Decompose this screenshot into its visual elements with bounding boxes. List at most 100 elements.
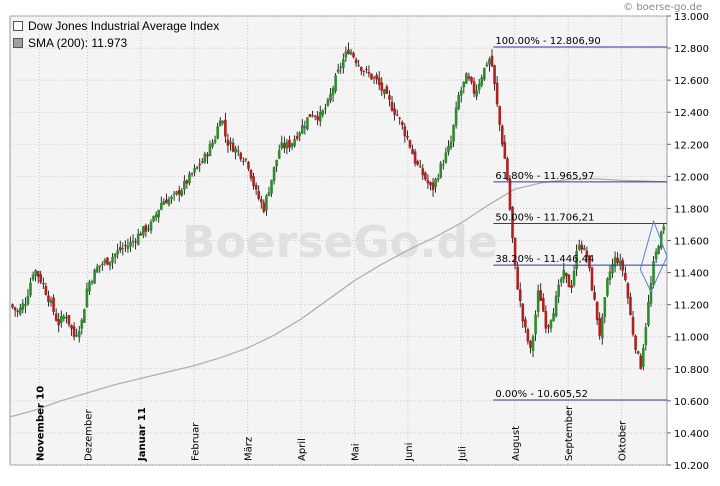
- candle-body: [106, 257, 109, 265]
- candle-body: [500, 125, 504, 145]
- triangle-pattern: [639, 219, 668, 294]
- candle-body: [580, 244, 584, 250]
- candle-body: [36, 271, 40, 277]
- candle-body: [377, 77, 381, 85]
- candle-body: [26, 295, 30, 305]
- candle-body: [139, 233, 143, 236]
- candle-body: [21, 303, 25, 310]
- candle-body: [265, 195, 268, 211]
- candle-body: [531, 336, 535, 351]
- candle-body: [124, 245, 127, 247]
- candle-body: [547, 325, 550, 327]
- candle-body: [159, 202, 163, 210]
- candle-body: [157, 209, 161, 218]
- candle-body: [42, 283, 45, 285]
- candle-body: [13, 307, 17, 311]
- candle-body: [65, 317, 68, 319]
- candle-body: [598, 318, 601, 336]
- candle-body: [424, 172, 427, 180]
- candle-body: [57, 319, 61, 326]
- y-tick-label: 12.400: [674, 108, 709, 119]
- candle-body: [326, 99, 330, 106]
- candle-body: [652, 261, 655, 285]
- candle-body: [444, 152, 448, 163]
- candle-body: [395, 114, 399, 116]
- candle-body: [85, 288, 89, 307]
- candle-body: [126, 245, 130, 249]
- y-tick-label: 10.600: [674, 397, 709, 408]
- legend-swatch-sma: [13, 38, 23, 48]
- candle-body: [34, 270, 37, 276]
- candle-body: [195, 166, 199, 169]
- candle-body: [567, 274, 571, 288]
- candle-body: [649, 283, 653, 304]
- candle-body: [462, 81, 466, 88]
- candle-body: [629, 296, 632, 316]
- candle-body: [554, 295, 558, 317]
- candle-body: [295, 136, 299, 139]
- candle-body: [459, 90, 463, 96]
- x-month-label: Februar: [190, 422, 201, 461]
- y-tick-label: 12.200: [674, 140, 709, 151]
- candle-body: [521, 303, 525, 322]
- candle-body: [62, 316, 66, 319]
- candle-body: [449, 141, 453, 148]
- candle-body: [144, 225, 148, 232]
- candle-body: [211, 142, 214, 147]
- candle-body: [103, 260, 107, 264]
- candle-body: [277, 150, 281, 159]
- candle-body: [631, 317, 635, 335]
- x-month-label: März: [244, 437, 255, 461]
- candle-body: [429, 182, 432, 186]
- fib-label: 38.20% - 11.446,44: [495, 254, 594, 265]
- candle-body: [88, 281, 91, 292]
- x-axis: November 10 Dezember Januar 11 Februar März A…: [35, 386, 628, 462]
- candle-body: [298, 132, 302, 137]
- candle-body: [426, 180, 430, 184]
- sma-layer: [9, 178, 668, 418]
- candle-body: [362, 70, 366, 72]
- candle-body: [549, 320, 553, 329]
- fib-label: 100.00% - 12.806,90: [495, 36, 600, 47]
- candle-body: [239, 152, 243, 160]
- candle-body: [485, 64, 489, 66]
- candle-body: [334, 75, 337, 92]
- candle-body: [439, 163, 443, 178]
- candle-body: [418, 165, 422, 168]
- candle-body: [559, 278, 563, 283]
- candle-body: [134, 241, 137, 243]
- candle-body: [480, 77, 484, 86]
- candle-body: [441, 164, 445, 166]
- candle-body: [618, 260, 622, 265]
- plot-background: [9, 15, 668, 466]
- candle-body: [118, 247, 122, 251]
- candle-body: [101, 263, 104, 265]
- candle-body: [200, 161, 204, 164]
- candle-body: [383, 89, 386, 95]
- candle-body: [247, 162, 250, 169]
- y-tick-label: 12.000: [674, 172, 709, 183]
- candle-body: [70, 324, 73, 329]
- candle-body: [290, 143, 294, 147]
- x-month-label: Juni: [404, 443, 415, 462]
- candle-body: [11, 304, 14, 308]
- candle-body: [611, 264, 614, 274]
- x-month-label: August: [511, 426, 522, 461]
- credit-label: © boerse-go.de: [623, 2, 702, 13]
- candle-body: [606, 278, 609, 296]
- candle-body: [83, 309, 86, 323]
- candle-body: [472, 81, 476, 94]
- candle-body: [44, 286, 48, 295]
- candle-body: [216, 126, 219, 139]
- candle-body: [224, 119, 227, 137]
- candle-body: [570, 285, 573, 288]
- candle-body: [626, 283, 630, 299]
- legend-label-sma: SMA (200): 11.973: [28, 36, 128, 50]
- candle-body: [262, 202, 266, 212]
- candle-body: [393, 108, 396, 115]
- fib-layer: 100.00% - 12.806,90 61.80% - 11.965,97 50.…: [493, 36, 667, 401]
- candle-body: [172, 193, 176, 195]
- candle-body: [180, 190, 184, 196]
- candle-body: [416, 161, 419, 165]
- candle-body: [234, 148, 237, 153]
